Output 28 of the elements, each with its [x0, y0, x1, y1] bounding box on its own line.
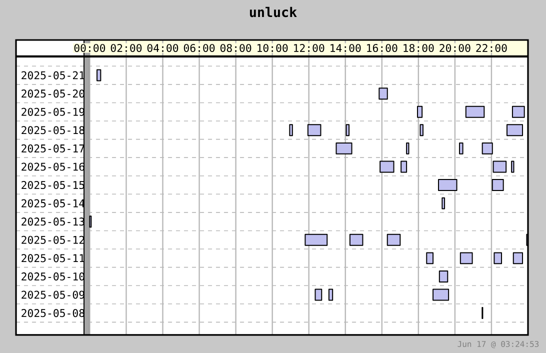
- x-tick-label: 02:00: [110, 44, 142, 52]
- y-tick-label: 2025-05-09: [22, 290, 84, 299]
- x-tick-label: 16:00: [367, 44, 398, 52]
- y-tick-label: 2025-05-12: [22, 236, 84, 244]
- x-tick-label: 18:00: [404, 44, 434, 52]
- x-tick-label: 14:00: [330, 44, 361, 52]
- y-tick-label: 2025-05-13: [22, 218, 84, 226]
- x-tick-label: 20:00: [440, 44, 470, 52]
- x-tick-label: 22:00: [476, 44, 507, 52]
- x-tick-label: 00:00: [74, 44, 106, 52]
- y-tick-label: 2025-05-18: [22, 126, 84, 134]
- x-tick-label: 06:00: [184, 44, 215, 52]
- x-tick-label: 10:00: [258, 44, 288, 52]
- y-tick-label: 2025-05-21: [22, 71, 84, 80]
- text: Jun 17 @ 03:24:53: [458, 340, 539, 348]
- x-tick-label: 04:00: [147, 44, 178, 52]
- chart-title: unluck: [250, 6, 297, 18]
- y-tick-label: 2025-05-17: [22, 144, 84, 152]
- x-tick-label: 08:00: [220, 44, 252, 52]
- y-tick-label: 2025-05-20: [22, 90, 84, 98]
- y-tick-label: 2025-05-08: [22, 309, 84, 318]
- x-tick-label: 12:00: [294, 44, 324, 52]
- y-tick-label: 2025-05-14: [22, 199, 85, 208]
- y-tick-label: 2025-05-16: [22, 162, 84, 171]
- y-tick-label: 2025-05-10: [22, 272, 84, 280]
- y-tick-label: 2025-05-19: [22, 108, 84, 116]
- y-tick-label: 2025-05-15: [22, 180, 84, 190]
- y-tick-label: 2025-05-11: [22, 254, 84, 262]
